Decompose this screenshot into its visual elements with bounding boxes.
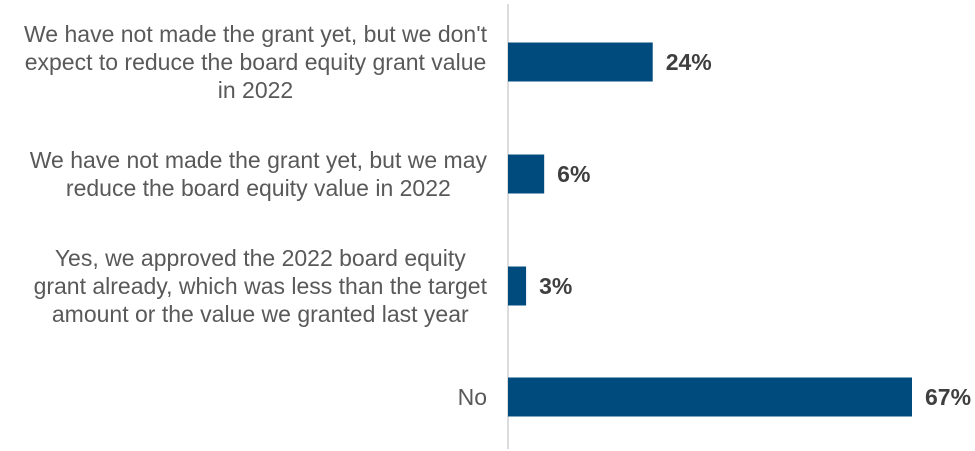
bar-1 (508, 154, 545, 194)
category-label-line: expect to reduce the board equity grant … (25, 49, 487, 75)
value-label-0: 24% (666, 49, 712, 75)
category-label-line: amount or the value we granted last year (52, 301, 469, 327)
category-label-line: We have not made the grant yet, but we d… (24, 21, 488, 47)
value-label-1: 6% (557, 161, 590, 187)
bar-2 (508, 266, 527, 306)
category-label-line: in 2022 (218, 77, 293, 103)
category-label-1: We have not made the grant yet, but we m… (30, 147, 488, 201)
category-label-0: We have not made the grant yet, but we d… (24, 21, 488, 103)
category-label-line: reduce the board equity value in 2022 (66, 175, 451, 201)
category-label-line: No (458, 384, 487, 410)
category-label-3: No (458, 384, 487, 410)
category-label-line: We have not made the grant yet, but we m… (30, 147, 488, 173)
category-label-line: grant already, which was less than the t… (34, 273, 488, 299)
bar-3 (508, 377, 912, 417)
category-label-2: Yes, we approved the 2022 board equity gr… (34, 245, 488, 327)
category-label-line: Yes, we approved the 2022 board equity (55, 245, 466, 271)
value-label-3: 67% (925, 384, 971, 410)
bar-0 (508, 42, 653, 82)
value-label-2: 3% (539, 273, 572, 299)
